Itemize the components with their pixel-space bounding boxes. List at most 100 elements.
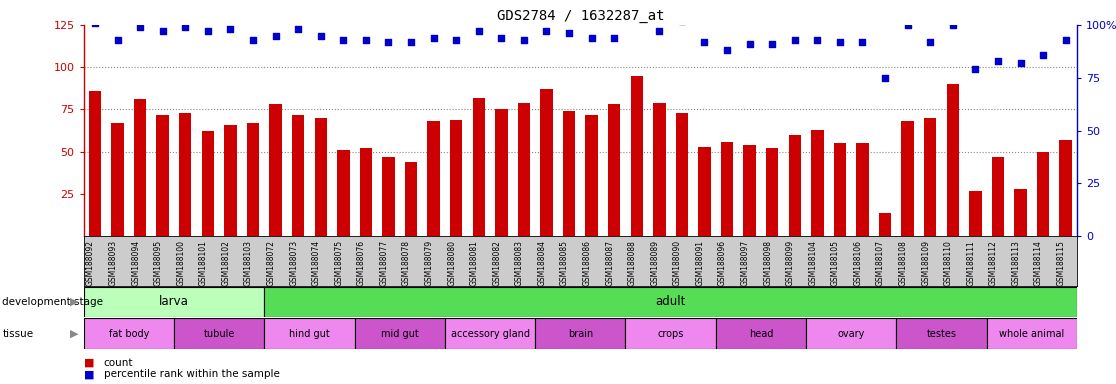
Text: GSM188072: GSM188072 <box>267 240 276 286</box>
Text: GSM188095: GSM188095 <box>154 240 163 286</box>
Text: GSM188105: GSM188105 <box>831 240 840 286</box>
Text: GSM188096: GSM188096 <box>718 240 727 286</box>
Point <box>944 22 962 28</box>
Point <box>808 37 826 43</box>
Point <box>357 37 375 43</box>
Bar <box>987 318 1077 349</box>
Bar <box>427 121 440 236</box>
Bar <box>811 130 824 236</box>
Text: GSM188093: GSM188093 <box>108 240 117 286</box>
Point <box>1011 60 1029 66</box>
Bar <box>89 91 102 236</box>
Bar <box>992 157 1004 236</box>
Point <box>221 26 239 32</box>
Bar <box>625 318 715 349</box>
Text: GSM188074: GSM188074 <box>311 240 320 286</box>
Bar <box>586 114 598 236</box>
Text: GSM188098: GSM188098 <box>763 240 772 286</box>
Bar <box>292 114 305 236</box>
Bar <box>264 318 355 349</box>
Point <box>132 24 150 30</box>
Text: GSM188084: GSM188084 <box>538 240 547 286</box>
Text: ▶: ▶ <box>69 329 78 339</box>
Text: hind gut: hind gut <box>289 329 330 339</box>
Text: crops: crops <box>657 329 684 339</box>
Text: mid gut: mid gut <box>381 329 418 339</box>
Text: GSM188082: GSM188082 <box>492 240 501 286</box>
Bar <box>247 123 259 236</box>
Text: GSM188110: GSM188110 <box>944 240 953 286</box>
Text: GSM188100: GSM188100 <box>176 240 185 286</box>
Bar <box>715 318 806 349</box>
Text: ovary: ovary <box>837 329 865 339</box>
Point <box>583 35 600 41</box>
Bar <box>924 118 936 236</box>
Text: count: count <box>104 358 133 368</box>
Text: adult: adult <box>655 295 686 308</box>
Text: accessory gland: accessory gland <box>451 329 529 339</box>
Text: GSM188101: GSM188101 <box>199 240 208 286</box>
Bar <box>315 118 327 236</box>
Point <box>154 28 172 35</box>
Bar <box>264 287 1077 317</box>
Bar <box>269 104 281 236</box>
Bar <box>337 150 349 236</box>
Text: GSM188088: GSM188088 <box>628 240 637 286</box>
Point <box>876 74 894 81</box>
Point <box>560 30 578 36</box>
Bar <box>834 143 846 236</box>
Point <box>1057 37 1075 43</box>
Point <box>514 37 532 43</box>
Point <box>335 37 353 43</box>
Point <box>898 22 916 28</box>
Bar <box>1059 140 1071 236</box>
Point <box>492 35 510 41</box>
Text: GSM188094: GSM188094 <box>132 240 141 286</box>
Text: GSM188092: GSM188092 <box>86 240 95 286</box>
Text: GSM188077: GSM188077 <box>379 240 388 286</box>
Point <box>922 39 940 45</box>
Bar <box>879 212 892 236</box>
Bar <box>1037 152 1049 236</box>
Text: GSM188102: GSM188102 <box>221 240 230 286</box>
Point <box>831 39 849 45</box>
Text: testes: testes <box>926 329 956 339</box>
Bar <box>174 318 264 349</box>
Text: larva: larva <box>160 295 189 308</box>
Point <box>199 28 217 35</box>
Text: GSM188114: GSM188114 <box>1035 240 1043 286</box>
Text: GSM188075: GSM188075 <box>335 240 344 286</box>
Bar <box>202 131 214 236</box>
Point <box>402 39 420 45</box>
Text: GSM188103: GSM188103 <box>244 240 253 286</box>
Point <box>966 66 984 73</box>
Point <box>786 37 804 43</box>
Point <box>108 37 126 43</box>
Bar <box>472 98 485 236</box>
Text: GSM188091: GSM188091 <box>695 240 704 286</box>
Text: GSM188111: GSM188111 <box>966 240 975 286</box>
Text: GSM188106: GSM188106 <box>854 240 863 286</box>
Bar <box>450 119 462 236</box>
Bar <box>856 143 868 236</box>
Point <box>628 16 646 22</box>
Text: GSM188097: GSM188097 <box>741 240 750 286</box>
Point <box>86 20 104 26</box>
Text: fat body: fat body <box>108 329 150 339</box>
Bar <box>789 135 801 236</box>
Point <box>448 37 465 43</box>
Text: GSM188089: GSM188089 <box>651 240 660 286</box>
Text: GSM188113: GSM188113 <box>1011 240 1020 286</box>
Bar <box>536 318 625 349</box>
Bar <box>179 113 192 236</box>
Point <box>605 35 623 41</box>
Bar <box>675 113 689 236</box>
Point <box>470 28 488 35</box>
Point <box>267 33 285 39</box>
Text: GSM188081: GSM188081 <box>470 240 479 286</box>
Text: tubule: tubule <box>203 329 234 339</box>
Point <box>741 41 759 47</box>
Point <box>311 33 329 39</box>
Text: tissue: tissue <box>2 329 33 339</box>
Text: GSM188087: GSM188087 <box>605 240 614 286</box>
